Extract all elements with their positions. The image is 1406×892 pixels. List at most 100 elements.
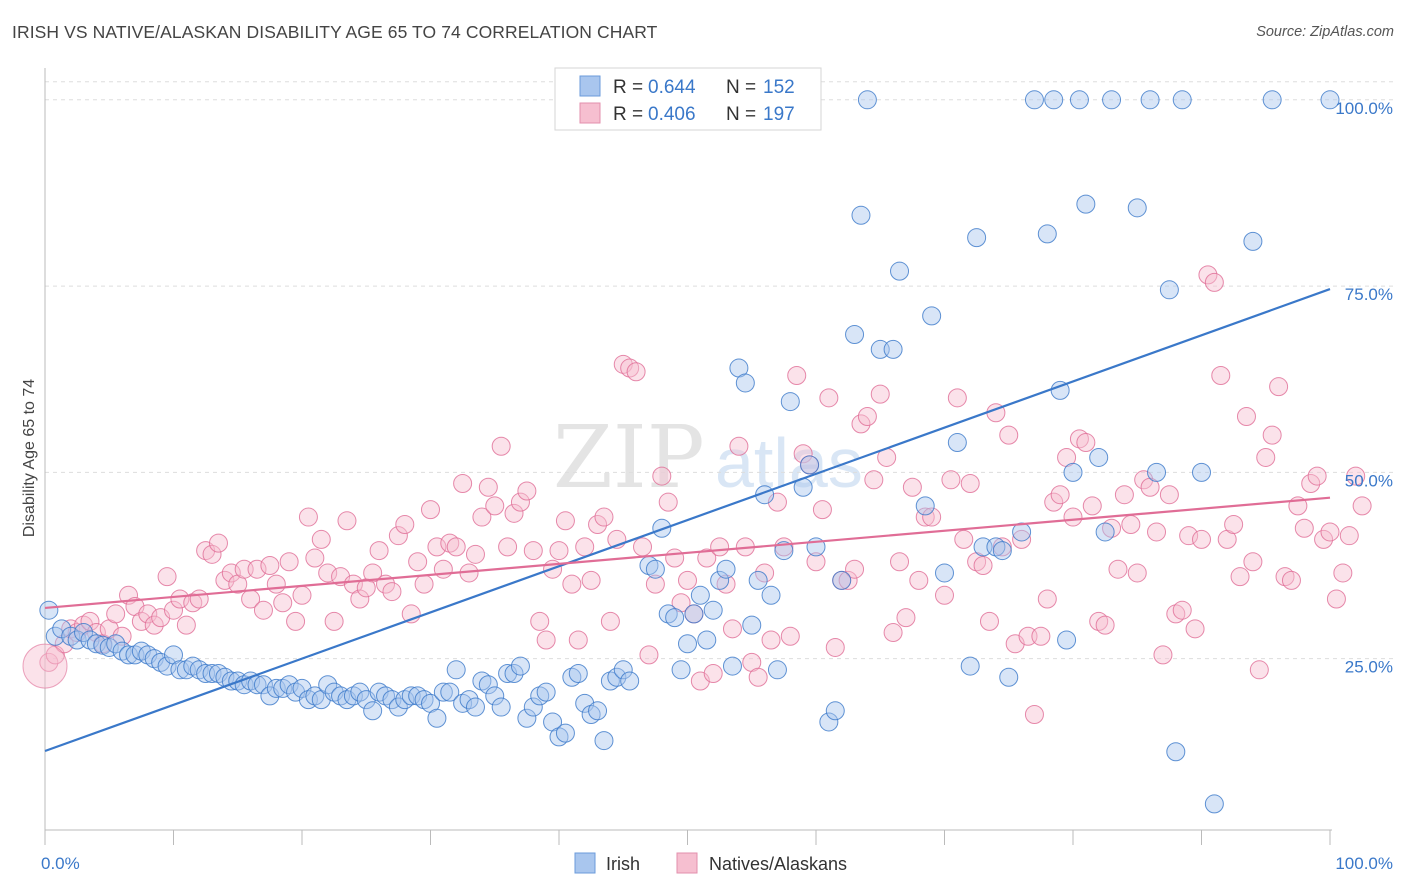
native-point — [1159, 485, 1179, 505]
native-point — [247, 559, 267, 579]
legend-native-r-value: 0.406 — [648, 104, 696, 125]
native-point — [1063, 507, 1083, 527]
native-point — [973, 555, 993, 575]
irish-point — [401, 686, 421, 706]
native-point — [337, 511, 357, 531]
native-point — [1198, 265, 1218, 285]
irish-point — [433, 682, 453, 702]
irish-point — [999, 667, 1019, 687]
irish-point — [510, 656, 530, 676]
native-point — [1044, 492, 1064, 512]
native-point — [517, 481, 537, 501]
native-point — [1224, 515, 1244, 535]
legend-native-swatch — [579, 102, 601, 124]
native-point — [1192, 529, 1211, 549]
native-point — [324, 611, 344, 631]
native-point — [221, 563, 241, 583]
irish-point — [119, 645, 139, 665]
native-point — [787, 365, 807, 385]
native-point — [1147, 522, 1167, 542]
native-point — [189, 589, 209, 609]
native-point — [909, 570, 929, 590]
irish-point — [1069, 90, 1089, 110]
irish-point — [459, 690, 479, 710]
irish-point — [189, 660, 209, 680]
irish-point — [414, 690, 434, 710]
irish-point — [86, 634, 106, 654]
native-point — [922, 507, 942, 527]
irish-point — [202, 664, 222, 684]
irish-point — [99, 637, 119, 657]
legend-box: R = 0.644 N = 152 R = 0.406 N = 197 — [554, 67, 822, 131]
irish-point — [761, 585, 781, 605]
native-point — [106, 604, 126, 624]
irish-point — [523, 697, 543, 717]
native-point — [838, 570, 858, 590]
irish-point — [851, 205, 871, 225]
native-point — [1339, 526, 1359, 546]
watermark-zip: ZIP — [553, 408, 705, 508]
irish-point — [600, 671, 620, 691]
irish-point — [883, 339, 903, 359]
irish-point — [1262, 90, 1282, 110]
native-point — [555, 511, 575, 531]
native-point — [279, 552, 299, 572]
native-point-large — [22, 643, 68, 689]
irish-point — [774, 541, 794, 561]
y-tick-label: 50.0% — [1345, 471, 1393, 490]
irish-point — [106, 634, 126, 654]
x-tick-label-right: 100.0% — [1335, 854, 1393, 873]
irish-point — [935, 563, 954, 583]
native-point — [703, 664, 723, 684]
native-point — [1269, 377, 1289, 397]
native-point — [639, 645, 659, 665]
irish-point — [819, 712, 839, 732]
irish-point — [1166, 742, 1186, 762]
watermark-atlas: atlas — [715, 424, 863, 502]
native-point — [202, 544, 222, 564]
bottom-legend-native-label: Natives/Alaskans — [709, 854, 847, 874]
native-point — [414, 574, 434, 594]
irish-point — [1076, 194, 1096, 214]
native-point — [138, 604, 158, 624]
native-point — [562, 574, 582, 594]
native-point — [1095, 615, 1115, 635]
native-trend-line — [44, 496, 1331, 610]
legend-native-r-label: R = — [613, 104, 643, 125]
irish-point — [504, 664, 524, 684]
bottom-legend: Irish Natives/Alaskans — [574, 852, 847, 874]
irish-point — [491, 697, 511, 717]
irish-point — [581, 705, 601, 725]
native-point — [1243, 552, 1263, 572]
irish-point — [1044, 90, 1064, 110]
y-axis-label: Disability Age 65 to 74 — [21, 379, 38, 537]
irish-point — [703, 600, 723, 620]
irish-point — [658, 604, 678, 624]
native-point — [208, 533, 228, 553]
irish-point — [588, 701, 608, 721]
irish-point — [960, 656, 980, 676]
irish-point — [967, 228, 987, 248]
irish-point — [780, 392, 800, 412]
native-point — [536, 630, 556, 650]
irish-point — [568, 664, 588, 684]
y-tick-label: 25.0% — [1345, 658, 1393, 677]
native-point — [1346, 466, 1366, 486]
native-point — [1127, 563, 1147, 583]
irish-point — [697, 630, 717, 650]
irish-point — [343, 686, 363, 706]
irish-point — [825, 701, 845, 721]
irish-point — [832, 570, 852, 590]
native-point — [915, 507, 935, 527]
native-point — [388, 526, 408, 546]
native-point — [80, 611, 100, 631]
irish-point — [613, 660, 633, 680]
native-point — [318, 563, 338, 583]
irish-point — [915, 496, 935, 516]
native-point — [600, 611, 620, 631]
irish-point — [684, 604, 704, 624]
native-point — [678, 570, 697, 590]
native-point — [157, 567, 177, 587]
irish-point — [690, 585, 710, 605]
irish-point — [305, 686, 325, 706]
